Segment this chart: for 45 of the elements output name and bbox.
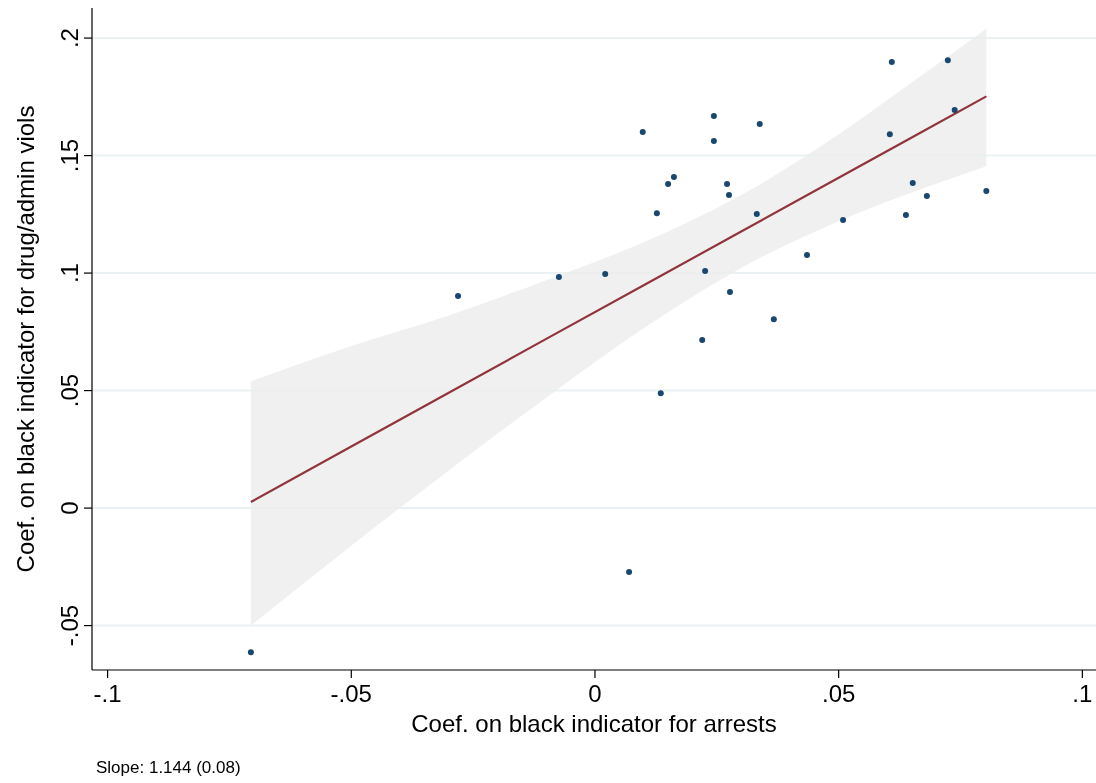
point [951, 106, 958, 113]
x-tick-label: 0 [588, 680, 602, 707]
point [710, 138, 717, 145]
point [726, 289, 733, 296]
point [626, 569, 633, 575]
line-series [249, 95, 988, 504]
point [602, 271, 609, 278]
point [710, 113, 717, 120]
x-axis-title: Coef. on black indicator for arrests [411, 710, 777, 737]
point [726, 192, 732, 199]
y-axis-title: Coef. on black indicator for drug/admin viols [12, 105, 39, 573]
y-tick-label: -.05 [56, 604, 83, 647]
point [840, 216, 847, 223]
point [909, 180, 916, 187]
point [639, 129, 646, 136]
y-tick-label: .15 [56, 138, 83, 173]
x-tick-label: .1 [1072, 680, 1093, 707]
point [923, 193, 930, 199]
point [902, 212, 909, 219]
point [555, 274, 562, 281]
x-tick-label: .05 [821, 680, 856, 707]
point [653, 210, 660, 217]
point [886, 131, 893, 138]
x-tick-label: -.05 [330, 680, 372, 707]
y-tick-label: .1 [56, 263, 83, 284]
y-tick-label: 0 [56, 501, 83, 515]
point [455, 293, 462, 300]
point [753, 211, 760, 218]
point [665, 181, 672, 188]
point [756, 121, 763, 128]
point [770, 316, 777, 323]
y-tick-label: .2 [56, 28, 83, 49]
point [670, 173, 677, 180]
point [944, 57, 951, 64]
point [702, 267, 709, 274]
point [983, 188, 990, 195]
point [803, 251, 810, 258]
point [888, 59, 895, 66]
y-tick-label: .05 [56, 373, 83, 408]
text: Slope: 1.144 (0.08) [96, 758, 241, 777]
x-tick-label: -.1 [93, 680, 122, 707]
point [657, 390, 664, 397]
point [724, 181, 731, 188]
point [699, 337, 706, 344]
point [247, 649, 254, 656]
